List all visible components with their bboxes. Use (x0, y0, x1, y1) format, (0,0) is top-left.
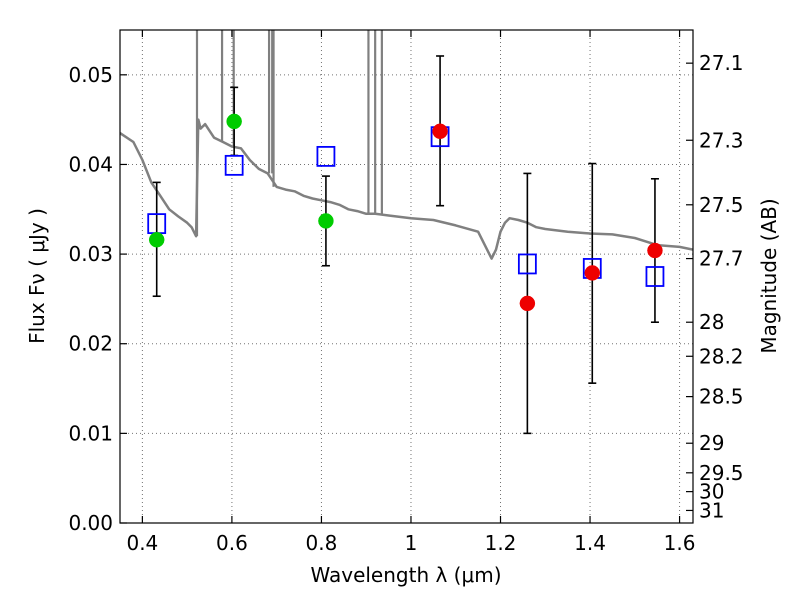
y-axis-label: Flux Fν ( μJy ) (25, 208, 49, 344)
y-tick-label: 0.04 (68, 152, 113, 176)
model-square-marker (316, 145, 336, 167)
y2-tick-label: 28 (699, 310, 724, 334)
y2-tick-label: 31 (699, 498, 724, 522)
x-tick-label: 1.6 (664, 531, 696, 555)
y2-tick-label: 27.7 (699, 247, 744, 271)
y2-axis-label: Magnitude (AB) (757, 198, 781, 353)
x-tick-label: 0.4 (126, 531, 158, 555)
y-tick-label: 0.02 (68, 332, 113, 356)
y2-tick-label: 30 (699, 480, 724, 504)
y2-tick-label: 28.2 (699, 344, 744, 368)
y2-tick-label: 27.5 (699, 193, 744, 217)
x-tick-label: 0.8 (306, 531, 338, 555)
y-tick-label: 0.05 (68, 63, 113, 87)
plot-frame (119, 29, 694, 524)
y2-tick-label: 28.5 (699, 385, 744, 409)
x-tick-label: 1.4 (574, 531, 606, 555)
model-square-marker (224, 154, 244, 176)
green-data-point (148, 231, 165, 248)
data-markers (147, 113, 665, 312)
red-data-point (584, 265, 601, 281)
error-bars (152, 55, 659, 435)
red-data-point (432, 123, 448, 140)
red-data-point (647, 242, 663, 259)
x-axis-label: Wavelength λ (μm) (310, 563, 501, 587)
y2-tick-label: 29.5 (699, 461, 744, 485)
y2-tick-label: 27.3 (699, 128, 744, 152)
x-tick-label: 1 (405, 531, 418, 555)
x-tick-label: 1.2 (485, 531, 517, 555)
y-tick-label: 0.03 (68, 242, 113, 266)
y-tick-label: 0.00 (68, 511, 113, 535)
plot-area (120, 30, 693, 260)
y2-tick-label: 29 (699, 431, 724, 455)
x-tick-label: 0.6 (216, 531, 248, 555)
y2-tick-label: 27.1 (699, 51, 744, 75)
model-square-marker (645, 266, 665, 287)
red-data-point (519, 295, 536, 312)
y-tick-label: 0.01 (68, 421, 113, 445)
green-data-point (226, 113, 242, 130)
axis-ticks: 0.4 0.6 0.8 1 1.2 1.4 1.6 0.00 0.01 0.02 0.03 0.04 0… (68, 30, 744, 555)
model-square-marker (517, 253, 537, 275)
grid-lines (120, 30, 693, 524)
template-spectrum-line (120, 118, 693, 260)
green-data-point (318, 213, 334, 229)
